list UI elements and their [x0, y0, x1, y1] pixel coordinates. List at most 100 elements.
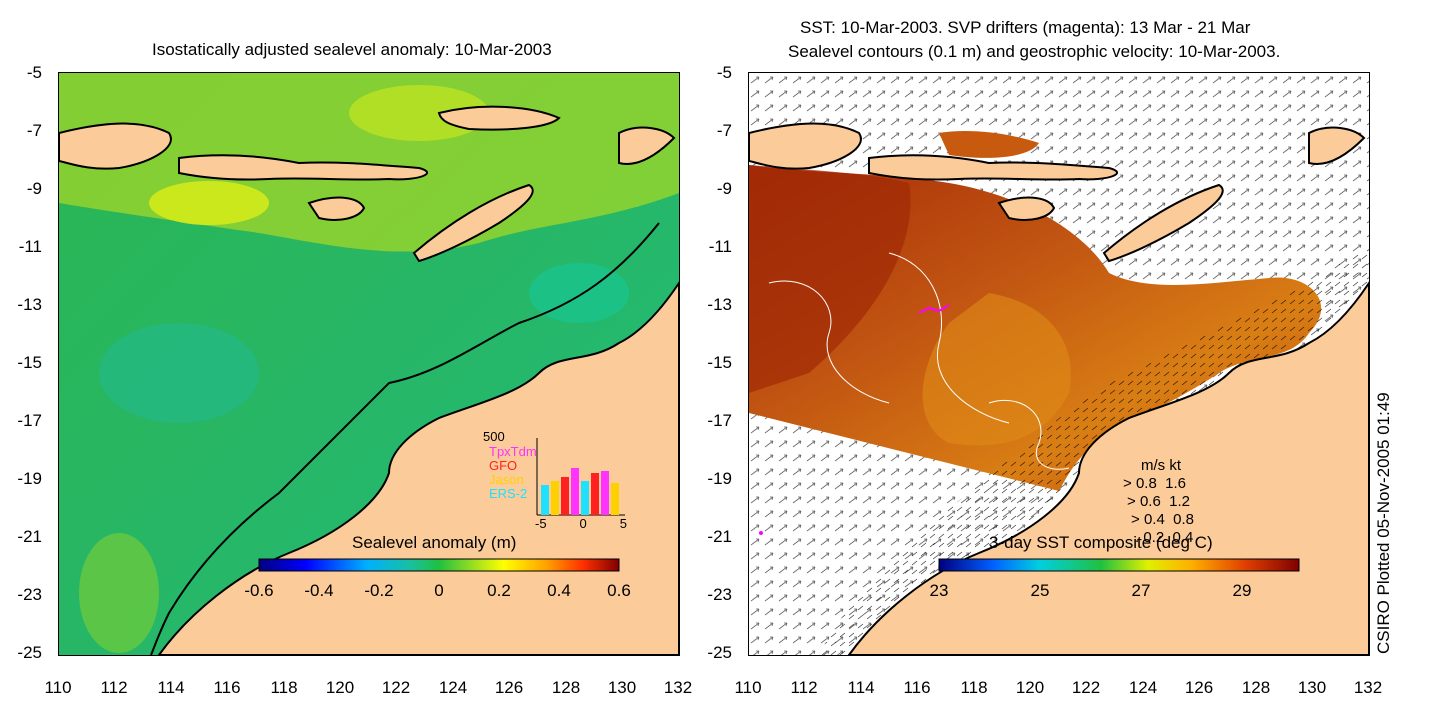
satellite-histogram — [536, 438, 625, 516]
svp-drifter-track — [918, 304, 950, 314]
velocity-legend-arrow: . — [1135, 529, 1144, 546]
y-tick-label: -19 — [17, 469, 42, 488]
sealevel-contour — [768, 280, 890, 404]
velocity-legend-arrow: > — [1131, 511, 1144, 528]
y-tick-label: -17 — [17, 411, 42, 430]
sealevel-colorbar-tick: 0.4 — [547, 581, 571, 600]
y-tick-label: -15 — [17, 353, 42, 372]
x-tick-label: 120 — [1015, 678, 1045, 697]
timor-island — [1102, 183, 1224, 263]
y-tick-label: -9 — [716, 179, 732, 198]
velocity-legend-row: > 0.8 1.6 — [1123, 475, 1186, 492]
y-tick-label: -7 — [26, 121, 42, 140]
y-tick-label: -17 — [707, 411, 732, 430]
x-tick-label: 112 — [790, 678, 818, 697]
sumba-island — [997, 196, 1056, 221]
csiro-credit: CSIRO Plotted 05-Nov-2005 01:49 — [1374, 392, 1393, 654]
sst-colorbar-tick: 27 — [1131, 581, 1151, 600]
x-tick-label: 116 — [903, 678, 931, 697]
x-tick-label: 110 — [44, 678, 72, 697]
sealevel-anomaly-map-svg — [59, 73, 679, 655]
x-tick-label: 120 — [325, 678, 355, 697]
x-tick-label: 124 — [438, 678, 468, 697]
x-tick-label: 122 — [381, 678, 411, 697]
anomaly-high-spot — [149, 181, 269, 225]
x-tick-label: 130 — [607, 678, 637, 697]
sst-map: m/s kt > 0.8 1.6 > 0.6 1.2 > 0.4 0.8 . 0… — [748, 72, 1370, 656]
sst-colorbar-tick: 23 — [929, 581, 949, 600]
histogram-ymax-label: 500 — [483, 429, 505, 444]
sealevel-colorbar-tick: -0.4 — [304, 581, 334, 600]
y-tick-label: -9 — [26, 179, 42, 198]
y-tick-label: -11 — [708, 237, 732, 256]
velocity-legend-row: . 0.2 0.4 — [1135, 529, 1194, 546]
y-tick-label: -13 — [17, 295, 42, 314]
x-tick-label: 112 — [100, 678, 128, 697]
sst-colorbar-tick: 29 — [1232, 581, 1252, 600]
histogram-x-ticks: -5 0 5 — [535, 516, 627, 531]
x-tick-label: 126 — [494, 678, 524, 697]
y-tick-label: -25 — [707, 643, 732, 662]
sealevel-colorbar-tick: -0.6 — [244, 581, 274, 600]
histogram-legend: TpxTdm GFO Jason ERS-2 — [489, 445, 537, 501]
java-bali-landmass — [749, 122, 862, 170]
legend-gfo: GFO — [489, 458, 518, 473]
x-tick-label: 114 — [157, 678, 185, 697]
sst-colorbar-tick: 25 — [1030, 581, 1050, 600]
y-tick-label: -13 — [707, 295, 732, 314]
x-tick-label: 132 — [663, 678, 693, 697]
sst-colorbar — [938, 558, 1300, 572]
velocity-legend-row: > 0.6 1.2 — [1127, 493, 1190, 510]
left-panel-title: Isostatically adjusted sealevel anomaly:… — [152, 40, 552, 59]
x-tick-label: 118 — [270, 678, 298, 697]
sealevel-colorbar — [258, 558, 620, 572]
x-tick-label: 128 — [551, 678, 581, 697]
y-tick-label: -23 — [17, 585, 42, 604]
sealevel-contour — [888, 252, 1010, 424]
legend-jason: Jason — [489, 472, 524, 487]
x-tick-label: 114 — [847, 678, 875, 697]
velocity-legend-header: m/s kt — [1141, 457, 1181, 474]
y-tick-label: -5 — [26, 63, 42, 82]
sealevel-contour — [988, 399, 1070, 470]
shelf-break-contour — [150, 222, 660, 655]
legend-ers2: ERS-2 — [489, 486, 528, 501]
sealevel-anomaly-map: 500 TpxTdm GFO Jason ERS-2 -5 0 5 Sealev… — [58, 72, 680, 656]
right-panel-title-line1: SST: 10-Mar-2003. SVP drifters (magenta)… — [800, 18, 1251, 37]
island-east — [1308, 126, 1366, 165]
sst-north-patch — [939, 131, 1039, 158]
velocity-legend-row: > 0.4 0.8 — [1131, 511, 1194, 528]
x-tick-label: 124 — [1128, 678, 1158, 697]
anomaly-high-spot — [349, 85, 489, 141]
x-tick-label: 118 — [960, 678, 988, 697]
x-tick-label: 110 — [734, 678, 762, 697]
sst-map-svg — [749, 73, 1369, 655]
y-tick-label: -5 — [716, 63, 732, 82]
sealevel-colorbar-tick: -0.2 — [364, 581, 394, 600]
y-tick-label: -21 — [707, 527, 732, 546]
histogram-x-tick: -5 — [535, 516, 547, 531]
warm-sst-region — [749, 165, 911, 393]
island-east — [618, 126, 676, 165]
lesser-sunda-islands — [178, 154, 428, 181]
y-tick-label: -15 — [707, 353, 732, 372]
x-tick-label: 130 — [1297, 678, 1327, 697]
y-tick-label: -7 — [716, 121, 732, 140]
sealevel-colorbar-tick: 0.2 — [487, 581, 511, 600]
sealevel-colorbar-title-text: Sealevel anomaly (m) — [352, 533, 517, 552]
y-tick-label: -21 — [17, 527, 42, 546]
y-tick-label: -25 — [17, 643, 42, 662]
timor-island — [412, 183, 534, 263]
flores-region — [437, 105, 561, 131]
histogram-x-tick: 5 — [619, 516, 627, 531]
anomaly-patch — [79, 533, 159, 653]
sealevel-colorbar-tick: 0.6 — [607, 581, 631, 600]
svp-drifter-point — [759, 531, 763, 535]
x-tick-label: 116 — [213, 678, 241, 697]
lesser-sunda-islands — [868, 154, 1118, 181]
histogram-x-tick: 0 — [579, 516, 587, 531]
java-bali-landmass — [59, 122, 172, 170]
x-tick-label: 132 — [1353, 678, 1383, 697]
sst-colorbar-title: 3-day SST composite (deg C) — [989, 533, 1213, 552]
velocity-legend-arrow: > — [1123, 475, 1136, 492]
